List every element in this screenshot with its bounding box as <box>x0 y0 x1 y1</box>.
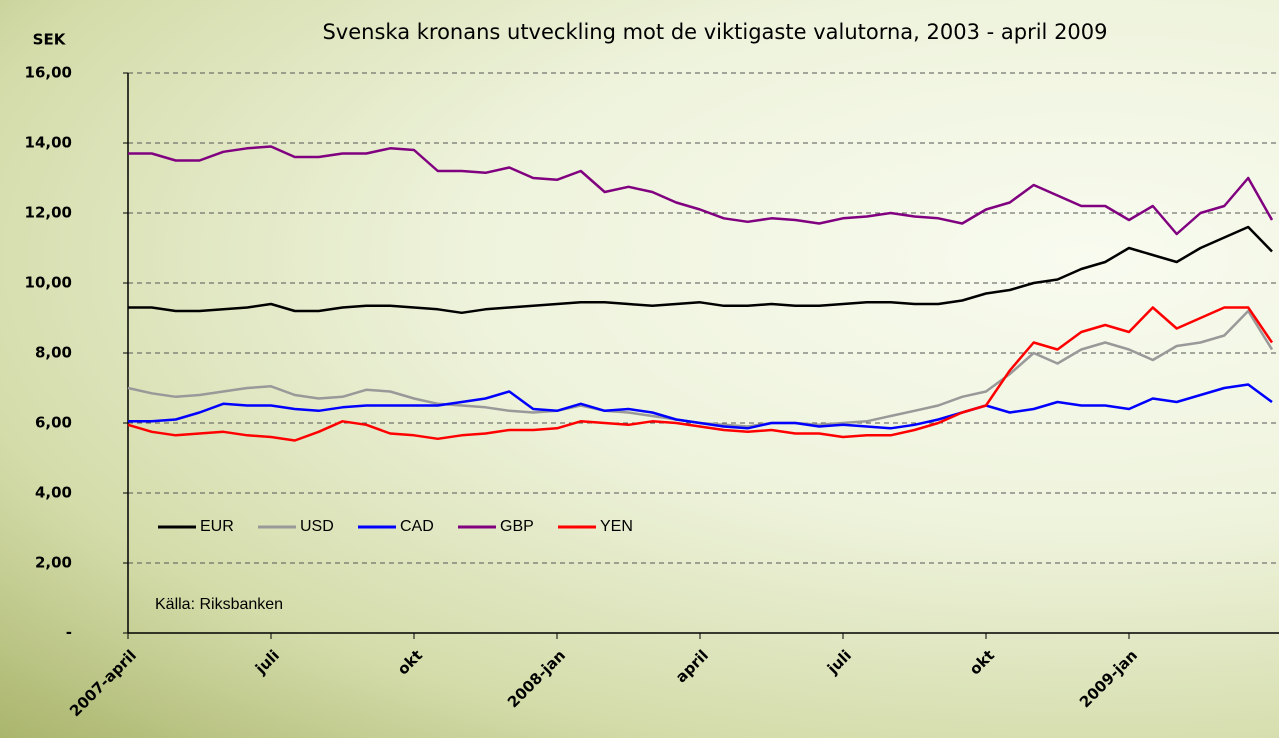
y-tick-label: 12,00 <box>25 204 72 222</box>
x-tick-label: juli <box>823 646 855 678</box>
y-tick-label: 10,00 <box>25 274 72 292</box>
series-line <box>127 306 1274 442</box>
x-tick-label: 2009-jan <box>1076 646 1141 711</box>
y-tick-label: 8,00 <box>35 344 72 362</box>
source-note: Källa: Riksbanken <box>155 596 283 613</box>
x-tick-label: 2007-april <box>66 646 140 720</box>
series-line <box>128 383 1273 430</box>
y-tick-label: 6,00 <box>35 414 72 432</box>
y-tick-label: 2,00 <box>35 554 72 572</box>
y-axis-label: SEK <box>33 31 67 49</box>
legend-label: YEN <box>600 518 633 535</box>
x-tick-label: april <box>672 646 712 686</box>
x-tick-label: okt <box>966 646 998 678</box>
x-tick-label: 2008-jan <box>504 646 569 711</box>
legend-label: CAD <box>400 518 434 535</box>
y-tick-label: 16,00 <box>25 64 72 82</box>
legend-label: EUR <box>200 518 234 535</box>
series-line <box>128 145 1274 236</box>
legend-label: GBP <box>500 518 534 535</box>
x-tick-label: juli <box>251 646 283 678</box>
y-tick-label: 4,00 <box>35 484 72 502</box>
chart-title: Svenska kronans utveckling mot de viktig… <box>322 20 1107 44</box>
y-tick-label: - <box>66 624 72 642</box>
legend-label: USD <box>300 518 334 535</box>
series-line <box>128 225 1273 315</box>
x-tick-label: okt <box>394 646 426 678</box>
y-tick-label: 14,00 <box>25 134 72 152</box>
